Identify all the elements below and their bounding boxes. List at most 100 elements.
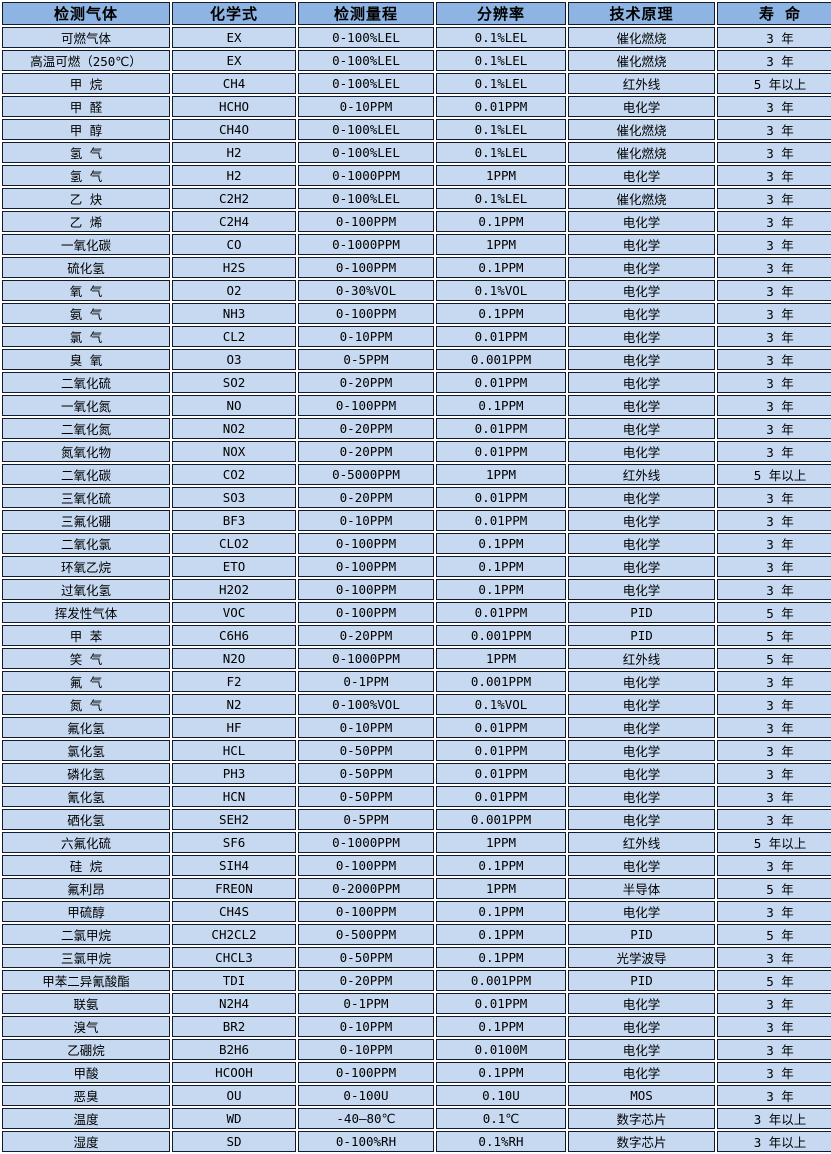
cell-resolution: 0.1%VOL	[436, 280, 566, 301]
table-row: 硅 烷 SIH4 0-100PPM 0.1PPM 电化学 3 年	[2, 855, 831, 876]
cell-formula: SEH2	[172, 809, 296, 830]
cell-resolution: 0.1%LEL	[436, 119, 566, 140]
cell-formula: SD	[172, 1131, 296, 1152]
cell-formula: OU	[172, 1085, 296, 1106]
cell-resolution: 0.01PPM	[436, 326, 566, 347]
cell-range: 0-100PPM	[298, 257, 434, 278]
cell-lifespan: 3 年	[717, 1016, 831, 1037]
cell-resolution: 0.1PPM	[436, 211, 566, 232]
cell-lifespan: 5 年	[717, 648, 831, 669]
cell-formula: PH3	[172, 763, 296, 784]
cell-range: 0-100%LEL	[298, 73, 434, 94]
cell-formula: HCN	[172, 786, 296, 807]
cell-formula: O2	[172, 280, 296, 301]
cell-formula: BR2	[172, 1016, 296, 1037]
cell-lifespan: 3 年以上	[717, 1108, 831, 1129]
table-row: 氟利昂 FREON 0-2000PPM 1PPM 半导体 5 年	[2, 878, 831, 899]
header-row: 检测气体 化学式 检测量程 分辨率 技术原理 寿 命	[2, 2, 831, 25]
cell-formula: C2H2	[172, 188, 296, 209]
cell-principle: 电化学	[568, 556, 715, 577]
cell-formula: N2H4	[172, 993, 296, 1014]
table-row: 氟化氢 HF 0-10PPM 0.01PPM 电化学 3 年	[2, 717, 831, 738]
cell-formula: H2	[172, 165, 296, 186]
cell-principle: 半导体	[568, 878, 715, 899]
cell-lifespan: 3 年	[717, 27, 831, 48]
cell-range: 0-100PPM	[298, 211, 434, 232]
cell-lifespan: 3 年	[717, 533, 831, 554]
cell-lifespan: 3 年	[717, 280, 831, 301]
cell-resolution: 0.1PPM	[436, 257, 566, 278]
cell-resolution: 0.1PPM	[436, 1016, 566, 1037]
cell-principle: 电化学	[568, 855, 715, 876]
cell-lifespan: 3 年	[717, 119, 831, 140]
col-header-range: 检测量程	[298, 2, 434, 25]
cell-lifespan: 3 年	[717, 165, 831, 186]
cell-resolution: 0.1PPM	[436, 303, 566, 324]
cell-formula: HCL	[172, 740, 296, 761]
cell-range: 0-100PPM	[298, 533, 434, 554]
cell-principle: 数字芯片	[568, 1108, 715, 1129]
cell-gas-name: 氧 气	[2, 280, 170, 301]
cell-formula: FREON	[172, 878, 296, 899]
table-row: 二氧化碳 CO2 0-5000PPM 1PPM 红外线 5 年以上	[2, 464, 831, 485]
cell-gas-name: 甲 苯	[2, 625, 170, 646]
cell-lifespan: 3 年以上	[717, 1131, 831, 1152]
table-row: 可燃气体 EX 0-100%LEL 0.1%LEL 催化燃烧 3 年	[2, 27, 831, 48]
table-row: 氮氧化物 NOX 0-20PPM 0.01PPM 电化学 3 年	[2, 441, 831, 462]
cell-gas-name: 湿度	[2, 1131, 170, 1152]
cell-principle: 电化学	[568, 533, 715, 554]
cell-resolution: 0.10U	[436, 1085, 566, 1106]
cell-formula: BF3	[172, 510, 296, 531]
cell-lifespan: 5 年	[717, 602, 831, 623]
cell-gas-name: 恶臭	[2, 1085, 170, 1106]
cell-resolution: 1PPM	[436, 234, 566, 255]
cell-lifespan: 3 年	[717, 211, 831, 232]
cell-resolution: 0.001PPM	[436, 671, 566, 692]
cell-range: 0-100PPM	[298, 1062, 434, 1083]
table-row: 二氧化硫 SO2 0-20PPM 0.01PPM 电化学 3 年	[2, 372, 831, 393]
cell-lifespan: 3 年	[717, 303, 831, 324]
table-row: 乙硼烷 B2H6 0-10PPM 0.0100M 电化学 3 年	[2, 1039, 831, 1060]
cell-range: 0-100%LEL	[298, 50, 434, 71]
cell-range: 0-50PPM	[298, 947, 434, 968]
cell-resolution: 1PPM	[436, 165, 566, 186]
table-row: 乙 炔 C2H2 0-100%LEL 0.1%LEL 催化燃烧 3 年	[2, 188, 831, 209]
cell-lifespan: 3 年	[717, 142, 831, 163]
cell-gas-name: 硫化氢	[2, 257, 170, 278]
cell-formula: O3	[172, 349, 296, 370]
cell-lifespan: 3 年	[717, 740, 831, 761]
cell-range: 0-100%RH	[298, 1131, 434, 1152]
cell-resolution: 1PPM	[436, 464, 566, 485]
table-row: 二氯甲烷 CH2CL2 0-500PPM 0.1PPM PID 5 年	[2, 924, 831, 945]
cell-formula: VOC	[172, 602, 296, 623]
cell-gas-name: 臭 氧	[2, 349, 170, 370]
cell-principle: 电化学	[568, 717, 715, 738]
table-row: 硒化氢 SEH2 0-5PPM 0.001PPM 电化学 3 年	[2, 809, 831, 830]
cell-principle: 电化学	[568, 395, 715, 416]
cell-formula: HCOOH	[172, 1062, 296, 1083]
cell-resolution: 0.01PPM	[436, 487, 566, 508]
table-row: 六氟化硫 SF6 0-1000PPM 1PPM 红外线 5 年以上	[2, 832, 831, 853]
cell-range: 0-30%VOL	[298, 280, 434, 301]
cell-range: 0-1000PPM	[298, 648, 434, 669]
cell-principle: 电化学	[568, 1062, 715, 1083]
table-row: 甲 苯 C6H6 0-20PPM 0.001PPM PID 5 年	[2, 625, 831, 646]
cell-range: 0-20PPM	[298, 372, 434, 393]
cell-lifespan: 3 年	[717, 717, 831, 738]
table-row: 挥发性气体 VOC 0-100PPM 0.01PPM PID 5 年	[2, 602, 831, 623]
cell-resolution: 0.0100M	[436, 1039, 566, 1060]
cell-lifespan: 3 年	[717, 349, 831, 370]
cell-gas-name: 挥发性气体	[2, 602, 170, 623]
cell-principle: 电化学	[568, 280, 715, 301]
cell-formula: C2H4	[172, 211, 296, 232]
cell-gas-name: 氰化氢	[2, 786, 170, 807]
cell-principle: 电化学	[568, 372, 715, 393]
cell-gas-name: 一氧化氮	[2, 395, 170, 416]
cell-lifespan: 3 年	[717, 855, 831, 876]
cell-range: 0-100%LEL	[298, 119, 434, 140]
cell-lifespan: 3 年	[717, 556, 831, 577]
cell-gas-name: 氨 气	[2, 303, 170, 324]
cell-resolution: 0.01PPM	[436, 993, 566, 1014]
cell-resolution: 1PPM	[436, 878, 566, 899]
